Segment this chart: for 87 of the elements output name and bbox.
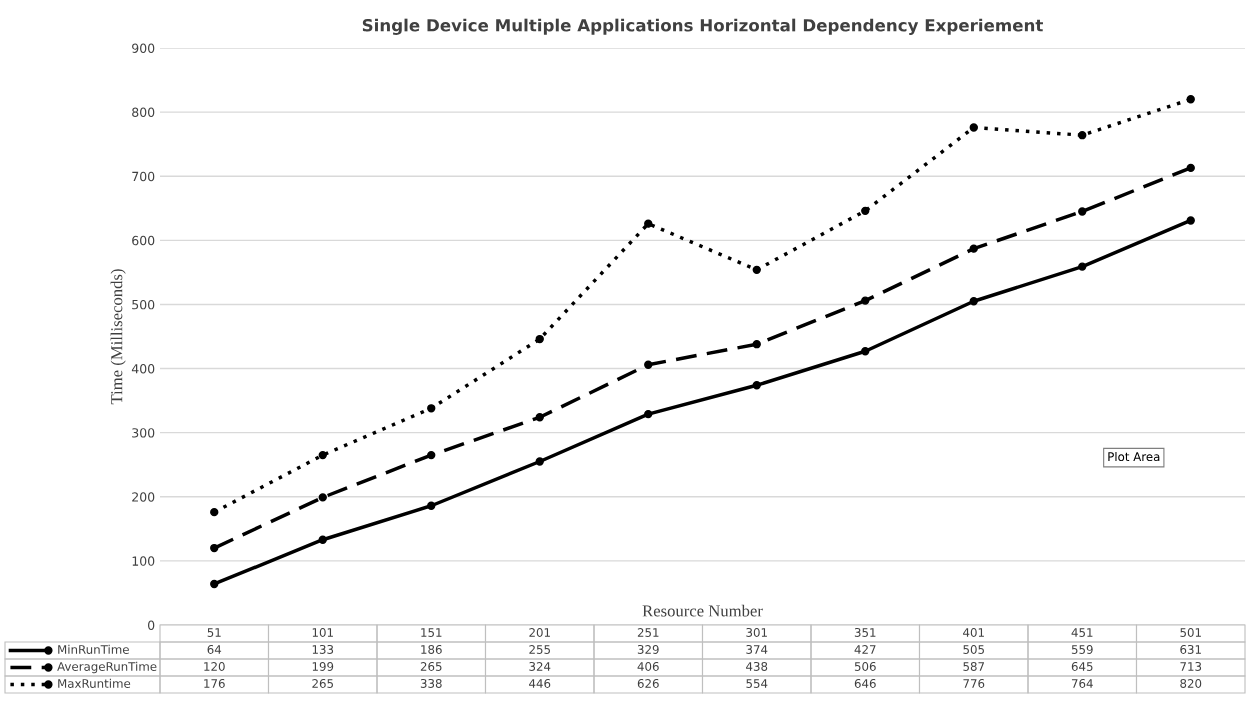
- legend-label: MaxRuntime: [58, 678, 131, 688]
- data-label: 587: [963, 662, 985, 671]
- data-label: 646: [854, 679, 876, 688]
- point: [1078, 207, 1087, 216]
- x-tick-label: 301: [746, 628, 767, 637]
- y-axis-title: Time (Milliseconds): [110, 269, 126, 405]
- point: [861, 206, 870, 216]
- point: [752, 381, 761, 390]
- point: [427, 404, 436, 413]
- legend-label: MinRunTime: [58, 644, 129, 654]
- point: [210, 579, 219, 589]
- x-tick-label: 201: [529, 628, 550, 637]
- y-tick-label: 800: [132, 107, 155, 118]
- data-label: 265: [312, 679, 333, 688]
- x-tick-label: 401: [963, 628, 984, 637]
- data-label: 324: [529, 662, 551, 671]
- data-label: 554: [746, 679, 768, 688]
- point: [318, 493, 327, 502]
- point: [644, 409, 653, 419]
- y-tick-label: 0: [148, 620, 155, 630]
- data-label: 329: [637, 645, 659, 654]
- chart-title: Single Device Multiple Applications Horizontal Dependency Experiement: [362, 18, 1043, 35]
- data-label: 265: [420, 662, 442, 671]
- y-tick-label: 100: [132, 556, 155, 566]
- legend-label: AverageRunTime: [57, 661, 157, 674]
- point: [861, 347, 870, 356]
- point: [1186, 216, 1195, 225]
- y-tick-label: 600: [132, 235, 155, 246]
- data-label: 645: [1071, 662, 1093, 671]
- x-tick-label: 51: [207, 628, 221, 637]
- data-label: 406: [637, 662, 659, 671]
- point: [535, 457, 544, 466]
- y-tick-label: 500: [132, 299, 155, 310]
- x-axis-title: Resource Number: [642, 604, 763, 617]
- x-tick-label: 101: [312, 628, 333, 637]
- point: [644, 360, 653, 369]
- y-tick-label: 900: [132, 43, 155, 53]
- data-label: 199: [312, 662, 334, 671]
- x-tick-label: 351: [854, 628, 876, 637]
- x-tick-label: 501: [1180, 628, 1201, 637]
- point: [644, 219, 653, 228]
- point: [861, 296, 870, 305]
- point: [318, 535, 327, 544]
- point: [752, 340, 761, 349]
- point: [752, 265, 761, 274]
- y-tick-label: 200: [132, 492, 155, 502]
- x-tick-label: 451: [1071, 628, 1093, 637]
- point: [318, 450, 327, 460]
- data-label: 820: [1180, 679, 1202, 688]
- point: [210, 543, 219, 553]
- y-tick-label: 700: [132, 171, 155, 182]
- data-label: 427: [854, 645, 876, 654]
- data-label: 438: [746, 662, 768, 671]
- point: [969, 123, 978, 132]
- data-label: 626: [637, 679, 659, 688]
- data-label: 255: [529, 645, 550, 654]
- point: [1078, 131, 1087, 140]
- data-label: 338: [420, 679, 442, 688]
- data-label: 631: [1180, 645, 1201, 654]
- point: [210, 507, 219, 517]
- data-label: 764: [1071, 679, 1093, 688]
- y-tick-label: 300: [132, 428, 155, 438]
- x-tick-label: 151: [421, 628, 442, 637]
- data-label: 374: [746, 645, 768, 654]
- data-label: 133: [312, 645, 334, 654]
- point: [969, 244, 978, 253]
- data-label: 505: [963, 645, 984, 654]
- point: [969, 297, 978, 306]
- point: [427, 501, 436, 510]
- data-label: 506: [854, 662, 876, 671]
- data-label: 186: [421, 645, 442, 654]
- data-label: 713: [1180, 662, 1202, 671]
- point: [535, 413, 544, 422]
- y-tick-label: 400: [131, 364, 155, 374]
- data-label: 176: [204, 679, 225, 688]
- point: [1186, 95, 1195, 104]
- data-label: 446: [529, 679, 551, 688]
- point: [1078, 262, 1087, 271]
- annotation: Plot Area: [1108, 451, 1160, 462]
- point: [535, 334, 544, 344]
- point: [1186, 163, 1195, 173]
- point: [427, 450, 436, 460]
- data-label: 776: [963, 679, 985, 688]
- data-label: 120: [204, 662, 225, 671]
- data-label: 64: [207, 645, 222, 654]
- x-tick-label: 251: [637, 628, 659, 637]
- data-label: 559: [1071, 645, 1093, 654]
